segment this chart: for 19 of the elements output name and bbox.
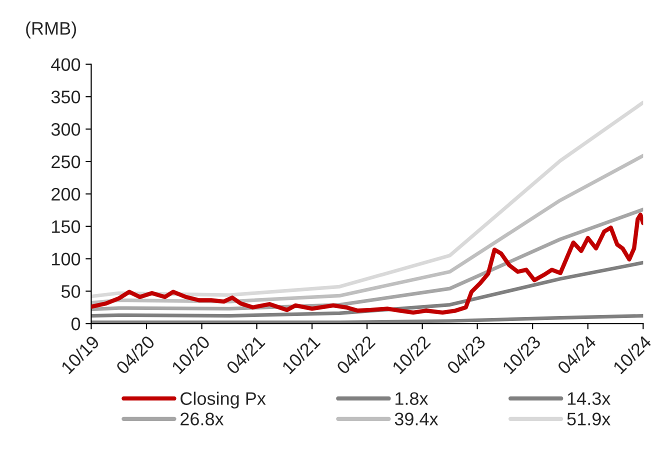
y-tick-label: 350 [51,90,80,104]
y-tick-label: 0 [71,318,80,330]
legend-label: 1.8x [396,392,428,405]
y-tick-label: 150 [52,220,80,234]
y-tick-label: 200 [52,188,80,201]
line-series [91,154,644,305]
legend-label: 14.3x [568,392,610,405]
line-series [91,260,644,318]
y-tick-label: 100 [52,252,80,266]
y-tick-label: 300 [51,123,80,136]
legend-label: 51.9x [567,412,610,426]
legend-label: Closing Px [180,392,266,409]
legend-label: 26.8x [180,412,224,426]
y-axis-title: (RMB) [26,21,76,38]
legend-label: 39.4x [394,412,438,426]
y-tick-label: 400 [51,58,80,71]
y-tick-label: 50 [61,285,80,298]
y-tick-label: 250 [52,155,80,168]
line-series [91,100,644,298]
